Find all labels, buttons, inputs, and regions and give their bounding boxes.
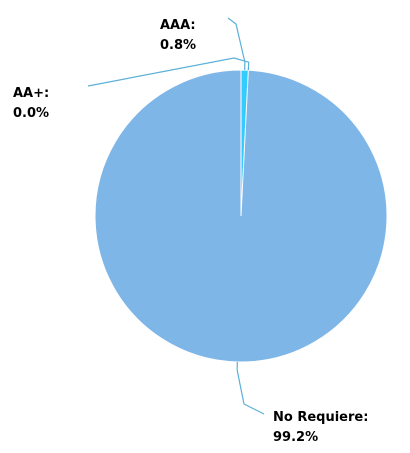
slice-value-no-requiere: 99.2% xyxy=(273,430,318,445)
labels-layer: AAA: 0.8% AA+: 0.0% No Requiere: 99.2% xyxy=(13,18,368,445)
slice-value-aa-plus: 0.0% xyxy=(13,106,49,121)
leader-line-no-requiere xyxy=(236,361,265,415)
leader-line-aaa xyxy=(227,17,246,71)
leader-lines-layer xyxy=(87,17,265,415)
leader-line-aa-plus xyxy=(87,57,250,87)
slice-label-aa-plus: AA+: xyxy=(13,86,49,101)
slice-label-no-requiere: No Requiere: xyxy=(273,410,368,425)
slice-value-aaa: 0.8% xyxy=(160,38,196,53)
slices-layer xyxy=(94,69,388,363)
slice-label-aaa: AAA: xyxy=(160,18,196,33)
